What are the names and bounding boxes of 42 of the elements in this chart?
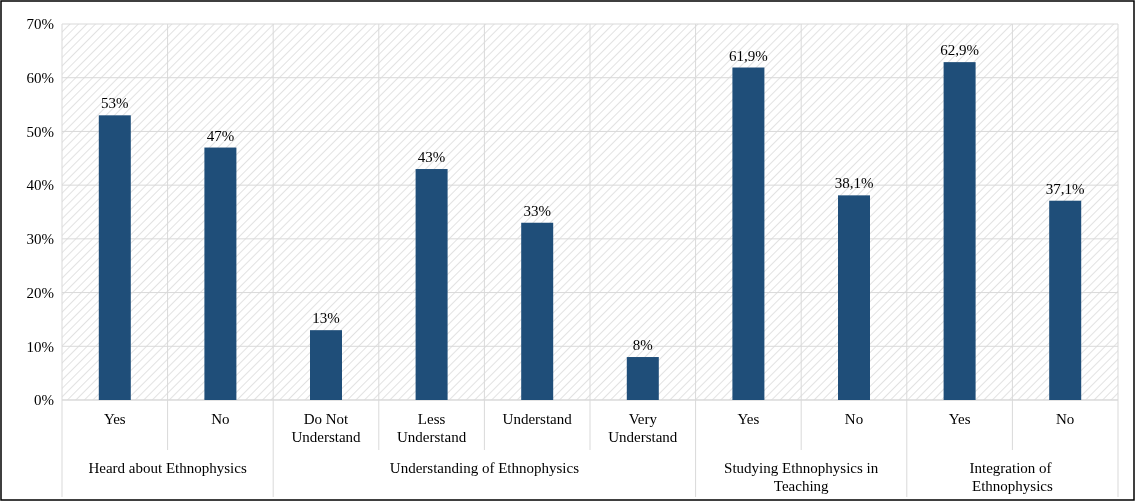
- bar: [943, 62, 976, 400]
- bar: [415, 169, 448, 400]
- bar: [310, 330, 342, 400]
- data-label: 47%: [206, 127, 235, 144]
- x-tick-label: No: [844, 411, 864, 427]
- bar: [521, 222, 554, 400]
- y-tick-label: 70%: [26, 16, 54, 33]
- bar: [626, 357, 659, 400]
- x-tick-label: Yes: [737, 411, 760, 427]
- x-tick-label: No: [1056, 411, 1075, 427]
- data-label: 13%: [312, 310, 340, 327]
- data-label: 38,1%: [834, 175, 874, 192]
- bar: [838, 195, 870, 400]
- y-tick-label: 40%: [26, 177, 54, 194]
- text: Integration of Ethnophysics: [969, 460, 1056, 494]
- y-tick-label: 20%: [26, 284, 54, 301]
- x-tick-label: Understand: [502, 411, 573, 427]
- data-label: 61,9%: [729, 47, 768, 64]
- bar: [98, 115, 131, 400]
- bar: [732, 67, 765, 400]
- data-label: 37,1%: [1045, 180, 1085, 197]
- data-label: 53%: [101, 95, 129, 112]
- x-tick-label: Less Understand: [397, 411, 467, 445]
- text: Heard about Ethnophysics: [88, 460, 247, 476]
- data-label: 8%: [632, 337, 653, 354]
- text: Studying Ethnophysics in Teaching: [724, 460, 879, 494]
- data-label: 33%: [523, 202, 551, 219]
- y-tick-label: 30%: [26, 231, 54, 248]
- y-tick-label: 0%: [34, 392, 54, 409]
- x-tick-label: No: [211, 411, 230, 427]
- x-tick-label: Yes: [948, 411, 971, 427]
- bar: [204, 147, 237, 400]
- data-label: 62,9%: [940, 42, 979, 59]
- x-tick-label: Do Not Understand: [291, 411, 362, 445]
- y-tick-label: 10%: [26, 338, 54, 355]
- bar: [1049, 200, 1082, 400]
- x-tick-label: Very Understand: [608, 411, 678, 445]
- data-label: 43%: [417, 149, 446, 166]
- y-tick-label: 50%: [26, 123, 54, 140]
- x-tick-label: Yes: [103, 411, 126, 427]
- text: Understanding of Ethnophysics: [389, 460, 580, 476]
- y-tick-label: 60%: [26, 69, 54, 86]
